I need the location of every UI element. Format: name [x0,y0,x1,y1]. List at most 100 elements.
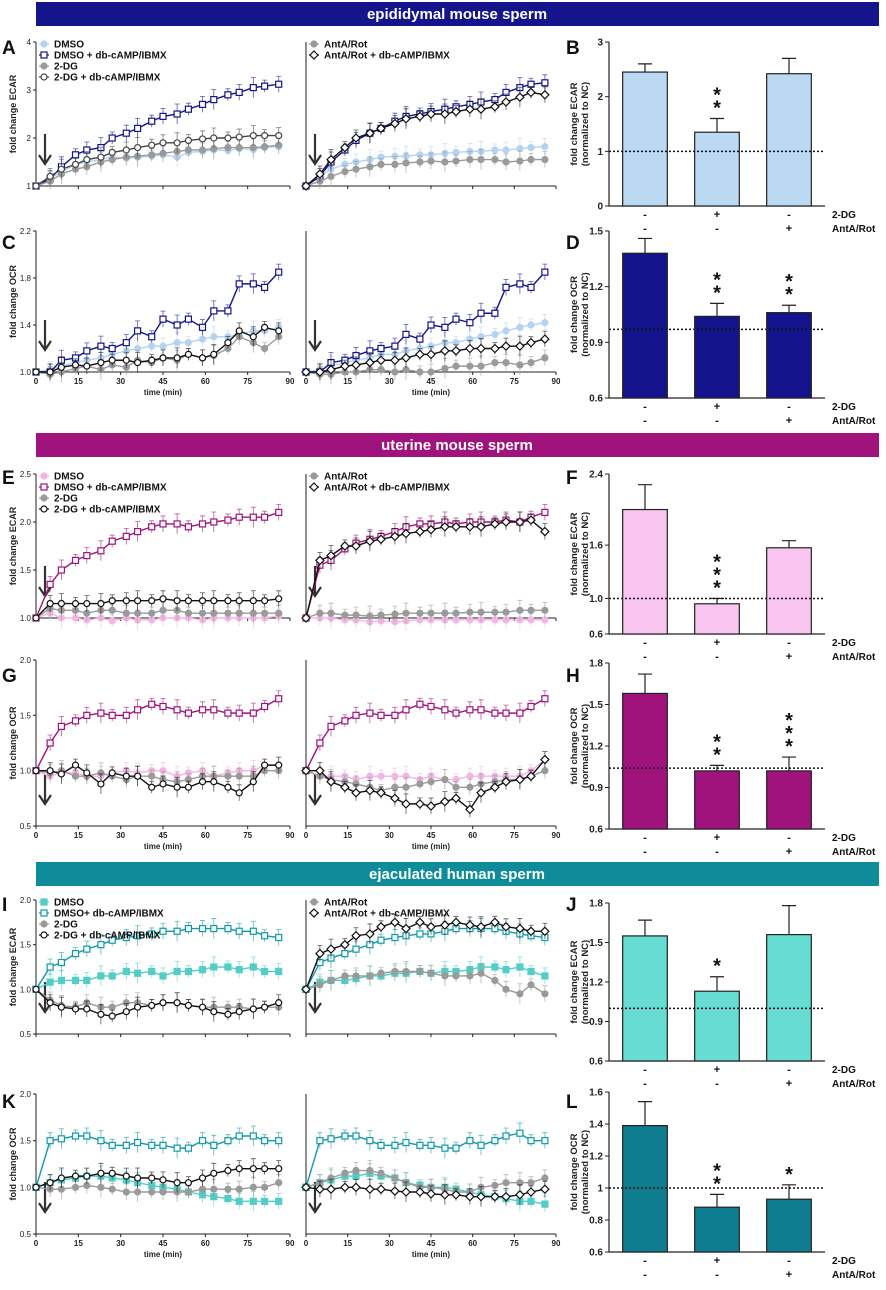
data-point [426,921,436,932]
data-point [210,963,218,971]
data-point [249,1197,257,1205]
data-point [515,341,525,351]
data-point [365,128,375,139]
series-anta-rot [302,762,549,798]
y-tick-label: 0.9 [589,338,603,349]
data-point [224,134,232,142]
series-2-dg [32,599,283,624]
data-point [402,967,410,976]
data-point [491,309,499,317]
data-point [541,990,549,998]
data-point [441,364,449,373]
data-point [159,149,167,157]
data-point [275,1179,283,1187]
x-tick-label: 45 [427,831,436,840]
data-point [122,1188,130,1196]
data-point [390,531,400,542]
data-point [71,1005,80,1013]
addition-arrow [308,1182,322,1214]
data-point [261,1165,269,1173]
series-anta-rot [302,1160,549,1200]
data-point [376,534,386,545]
x-tick-label: 60 [468,831,477,840]
x-tick-label: 45 [427,377,436,386]
data-point [351,930,361,941]
condition-table: - - + - - +2-DG AntA/Rot [643,832,876,858]
data-point [466,362,474,370]
line-chart-G-left: 0.5 1.0 1.5 2.0 fold change OCR 0 15 30 45 60 75 90… [8,656,295,851]
data-point [97,599,105,608]
data-point [97,1137,105,1145]
y-tick-label: 1.2 [589,978,603,989]
data-point [440,920,450,930]
x-axis-label: time (min) [412,388,451,397]
series-dmso-db-camp-ibmx [302,263,549,380]
data-point [235,609,243,617]
data-point [365,536,375,547]
bar-nc [622,252,668,399]
data-point [97,547,105,555]
data-point [465,1191,475,1202]
data-point [326,776,336,787]
data-point [83,769,91,777]
data-point [426,524,436,535]
data-point [341,611,349,619]
data-point [502,1132,510,1140]
data-point [71,151,80,159]
data-point [316,1137,324,1145]
data-point [198,609,207,617]
x-tick-label: 60 [201,377,210,386]
significance-star: * [713,98,721,120]
data-point [315,765,325,776]
condition-row1-label: 2-DG [832,1256,856,1267]
condition-row1-sign: - [643,832,647,844]
condition-row2-label: AntA/Rot [832,652,876,663]
data-point [159,972,167,980]
data-point [477,309,485,317]
condition-row1-sign: + [714,637,720,649]
error-bar [638,237,652,254]
condition-row1-sign: - [643,209,647,221]
data-point [401,528,411,539]
data-point [71,772,80,780]
data-point [541,143,549,151]
data-point [235,709,243,717]
x-tick-label: 30 [116,1239,125,1248]
series-dmso [302,751,549,790]
data-point [71,717,80,725]
data-point [466,972,474,980]
legend-marker [309,50,319,60]
data-point [184,350,192,358]
data-point [515,517,525,527]
data-point [376,787,386,798]
data-point [71,976,80,985]
legend-marker [40,909,48,917]
data-point [416,780,424,788]
bar-nc [622,71,668,207]
data-point [326,944,336,954]
data-point [261,323,269,331]
data-point [249,1165,257,1173]
y-axis-label-line: fold change ECAR [569,512,580,595]
y-tick-label: 0 [597,202,603,213]
data-point [527,606,535,614]
data-point [122,532,130,541]
legend-label: DMSO + db-cAMP/IBMX [54,483,167,494]
data-point [184,783,192,791]
data-point [210,1141,218,1149]
condition-row2-label: AntA/Rot [832,224,876,235]
y-tick-label: 2.0 [20,896,32,905]
data-point [173,321,181,329]
data-point [261,513,269,521]
data-point [502,1179,510,1187]
x-tick-label: 15 [74,1239,83,1248]
series-2-dg-db-camp-ibmx [32,985,283,1025]
condition-row2-sign: - [715,846,719,858]
data-point [340,361,350,371]
y-tick-label: 1 [597,1184,603,1195]
y-tick-label: 1.5 [589,700,603,711]
error-bar [638,484,652,510]
series-2-dg-db-camp-ibmx [32,590,283,622]
